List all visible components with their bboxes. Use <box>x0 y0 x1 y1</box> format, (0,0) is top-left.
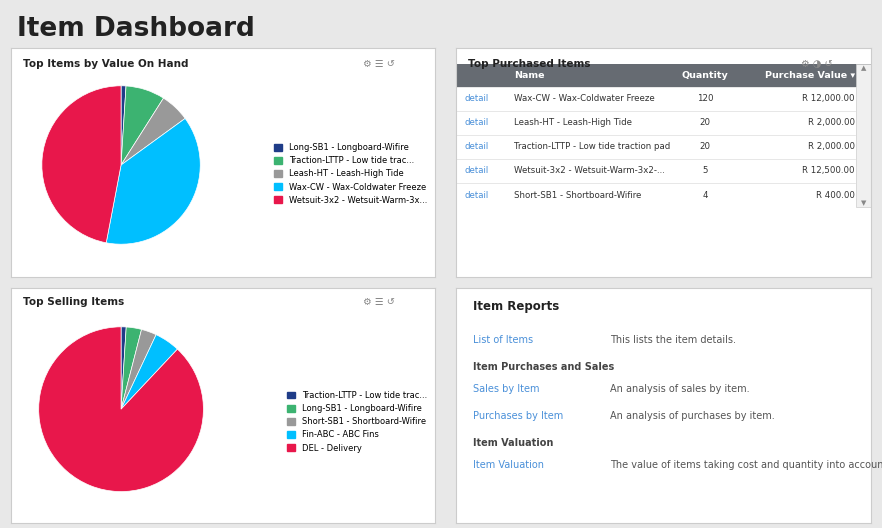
Text: Traction-LTTP - Low tide traction pad: Traction-LTTP - Low tide traction pad <box>514 143 670 152</box>
Text: R 12,500.00: R 12,500.00 <box>803 166 855 175</box>
Wedge shape <box>121 335 177 409</box>
FancyBboxPatch shape <box>456 63 871 87</box>
Legend: Traction-LTTP - Low tide trac..., Long-SB1 - Longboard-Wifire, Short-SB1 - Short: Traction-LTTP - Low tide trac..., Long-S… <box>284 388 430 456</box>
Text: Sales by Item: Sales by Item <box>473 384 539 394</box>
Wedge shape <box>121 86 126 165</box>
Text: R 2,000.00: R 2,000.00 <box>808 118 855 127</box>
Text: 20: 20 <box>699 118 711 127</box>
Wedge shape <box>121 98 185 165</box>
Text: Item Reports: Item Reports <box>473 299 559 313</box>
Text: ▼: ▼ <box>861 200 867 206</box>
Text: ⚙ ◑ ↺: ⚙ ◑ ↺ <box>801 59 833 69</box>
Text: Item Purchases and Sales: Item Purchases and Sales <box>473 362 614 372</box>
Text: The value of items taking cost and quantity into account.: The value of items taking cost and quant… <box>609 460 882 470</box>
Text: R 12,000.00: R 12,000.00 <box>803 94 855 103</box>
Text: Leash-HT - Leash-High Tide: Leash-HT - Leash-High Tide <box>514 118 632 127</box>
Text: This lists the item details.: This lists the item details. <box>609 335 736 345</box>
Text: 5: 5 <box>702 166 708 175</box>
Text: Wax-CW - Wax-Coldwater Freeze: Wax-CW - Wax-Coldwater Freeze <box>514 94 655 103</box>
Wedge shape <box>39 327 204 492</box>
Text: Purchases by Item: Purchases by Item <box>473 411 563 421</box>
Wedge shape <box>41 86 121 243</box>
Wedge shape <box>106 118 200 244</box>
Text: Item Valuation: Item Valuation <box>473 460 543 470</box>
Text: R 400.00: R 400.00 <box>816 191 855 200</box>
Text: Top Items by Value On Hand: Top Items by Value On Hand <box>23 59 189 69</box>
Text: ▲: ▲ <box>861 65 867 71</box>
Text: List of Items: List of Items <box>473 335 533 345</box>
Text: 4: 4 <box>702 191 708 200</box>
Wedge shape <box>121 327 141 409</box>
Text: Item Dashboard: Item Dashboard <box>18 15 255 42</box>
Text: An analysis of purchases by item.: An analysis of purchases by item. <box>609 411 774 421</box>
Text: Top Selling Items: Top Selling Items <box>23 297 124 307</box>
Text: Name: Name <box>514 71 545 80</box>
Text: 120: 120 <box>697 94 714 103</box>
Legend: Long-SB1 - Longboard-Wifire, Traction-LTTP - Low tide trac..., Leash-HT - Leash-: Long-SB1 - Longboard-Wifire, Traction-LT… <box>271 140 430 208</box>
Text: 20: 20 <box>699 143 711 152</box>
Text: detail: detail <box>464 143 489 152</box>
Text: Quantity: Quantity <box>682 71 729 80</box>
Text: Top Purchased Items: Top Purchased Items <box>468 59 591 69</box>
Wedge shape <box>121 327 126 409</box>
Text: ⚙ ☰ ↺: ⚙ ☰ ↺ <box>363 59 394 69</box>
FancyBboxPatch shape <box>856 63 871 207</box>
Wedge shape <box>121 329 156 409</box>
Text: ⚙ ☰ ↺: ⚙ ☰ ↺ <box>363 297 394 307</box>
Text: Wetsuit-3x2 - Wetsuit-Warm-3x2-...: Wetsuit-3x2 - Wetsuit-Warm-3x2-... <box>514 166 665 175</box>
Text: Item Valuation: Item Valuation <box>473 438 553 448</box>
Wedge shape <box>121 86 163 165</box>
Text: detail: detail <box>464 191 489 200</box>
Text: An analysis of sales by item.: An analysis of sales by item. <box>609 384 750 394</box>
Text: Purchase Value ▾: Purchase Value ▾ <box>765 71 855 80</box>
Text: Short-SB1 - Shortboard-Wifire: Short-SB1 - Shortboard-Wifire <box>514 191 641 200</box>
Text: detail: detail <box>464 166 489 175</box>
Text: detail: detail <box>464 94 489 103</box>
Text: detail: detail <box>464 118 489 127</box>
Text: R 2,000.00: R 2,000.00 <box>808 143 855 152</box>
